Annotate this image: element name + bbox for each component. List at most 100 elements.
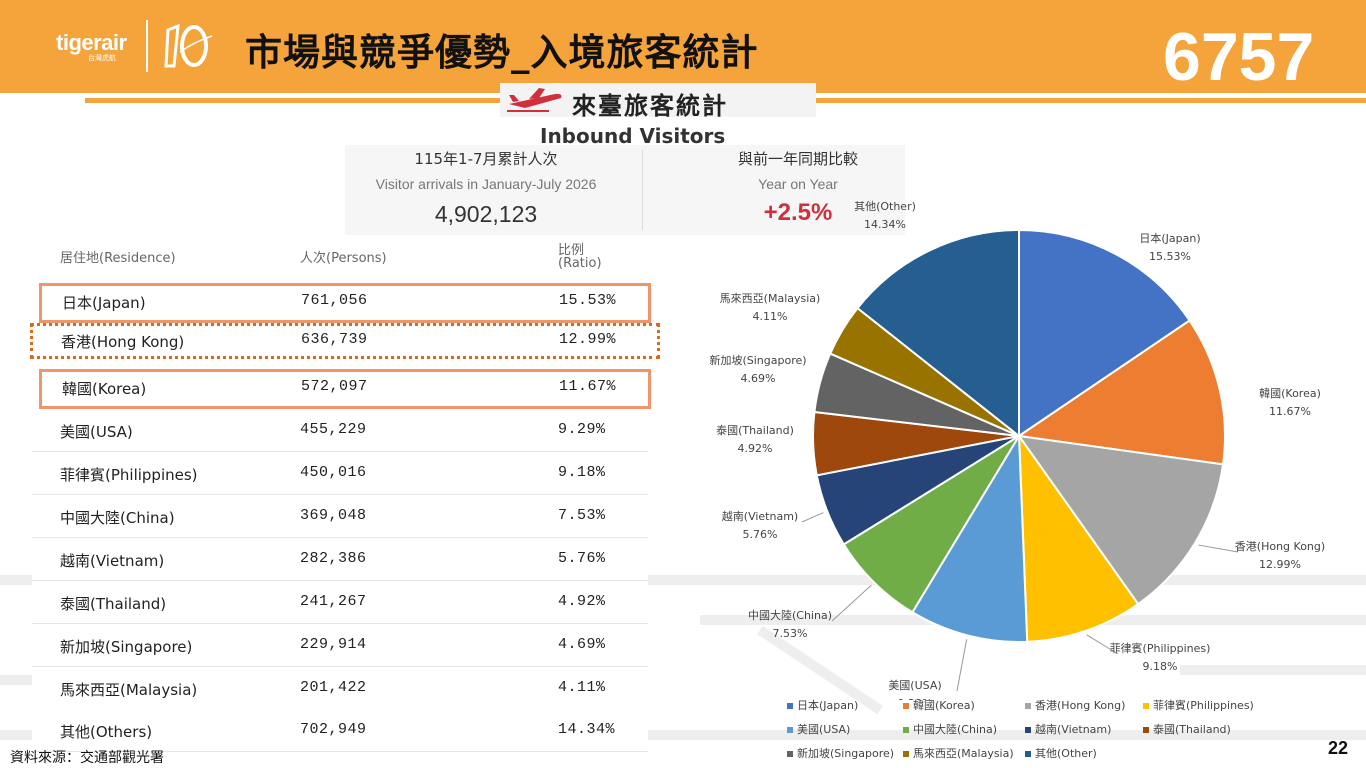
table-cell-residence: 泰國(Thailand) <box>60 595 167 613</box>
legend-item: 美國(USA) <box>787 721 850 737</box>
table-cell-persons: 282,386 <box>300 550 367 567</box>
table-row: 馬來西亞(Malaysia) 201,422 4.11% <box>32 667 648 710</box>
table-cell-ratio: 15.53% <box>559 292 617 309</box>
pie-label-name: 香港(Hong Kong) <box>1235 540 1325 553</box>
pie-slice <box>842 435 1020 614</box>
banner-subtitle: Inbound Visitors <box>540 124 726 148</box>
pie-label-value: 11.67% <box>1269 405 1311 418</box>
summary-divider <box>642 150 643 230</box>
pie-label-value: 12.99% <box>1259 558 1301 571</box>
legend-swatch <box>787 703 793 709</box>
legend-label: 其他(Other) <box>1035 747 1097 760</box>
pie-leader-line <box>1198 544 1239 553</box>
pie-label-name: 菲律賓(Philippines) <box>1110 641 1211 655</box>
table-cell-residence: 中國大陸(China) <box>60 509 175 527</box>
legend-label: 美國(USA) <box>797 723 851 736</box>
table-cell-ratio: 9.18% <box>558 464 606 481</box>
legend-item: 日本(Japan) <box>787 697 858 713</box>
legend-swatch <box>1025 751 1031 757</box>
table-row: 其他(Others) 702,949 14.34% <box>32 709 648 752</box>
pie-label-name: 新加坡(Singapore) <box>709 353 806 367</box>
table-cell-persons: 636,739 <box>301 331 368 348</box>
table-cell-residence: 菲律賓(Philippines) <box>60 466 198 484</box>
table-cell-persons: 572,097 <box>301 378 368 395</box>
table-cell-ratio: 5.76% <box>558 550 606 567</box>
pie-leader-line <box>800 366 816 381</box>
legend-item: 其他(Other) <box>1025 745 1097 761</box>
stock-code: 6757 <box>1163 19 1315 95</box>
legend-label: 越南(Vietnam) <box>1035 723 1112 736</box>
legend-label: 馬來西亞(Malaysia) <box>913 747 1014 760</box>
table-header-persons: 人次(Persons) <box>300 251 387 266</box>
table-cell-ratio: 4.92% <box>558 593 606 610</box>
pie-leader-line <box>831 584 872 622</box>
table-cell-residence: 日本(Japan) <box>62 294 146 312</box>
page-title: 市場與競爭優勢_入境旅客統計 <box>245 31 759 74</box>
pie-leader-line <box>801 512 824 523</box>
table-cell-persons: 450,016 <box>300 464 367 481</box>
pie-leader-line <box>1117 244 1128 250</box>
table-row: 日本(Japan) 761,056 15.53% <box>39 283 651 323</box>
tigerair-logo-subtext: 台灣虎航 <box>88 54 116 62</box>
pie-slice <box>856 228 1020 439</box>
table-cell-residence: 馬來西亞(Malaysia) <box>60 681 198 699</box>
table-cell-persons: 241,267 <box>300 593 367 610</box>
table-row: 香港(Hong Kong) 636,739 12.99% <box>30 323 660 359</box>
tigerair-logo: tigerair <box>56 30 127 55</box>
pie-label-value: 4.11% <box>753 310 788 323</box>
legend-label: 菲律賓(Philippines) <box>1153 699 1254 712</box>
banner-title: 來臺旅客統計 <box>572 92 728 120</box>
pie-label-name: 其他(Other) <box>854 200 916 213</box>
yoy-sublabel: Year on Year <box>758 176 838 192</box>
legend-label: 中國大陸(China) <box>913 723 998 736</box>
table-cell-ratio: 4.69% <box>558 636 606 653</box>
table-row: 菲律賓(Philippines) 450,016 9.18% <box>32 452 648 495</box>
legend-label: 日本(Japan) <box>797 699 859 712</box>
table-cell-persons: 229,914 <box>300 636 367 653</box>
legend-item: 馬來西亞(Malaysia) <box>903 745 1014 761</box>
pie-leader-line <box>927 212 928 247</box>
table-header-residence: 居住地(Residence) <box>60 251 176 266</box>
legend-label: 新加坡(Singapore) <box>797 747 895 760</box>
table-row: 泰國(Thailand) 241,267 4.92% <box>32 581 648 624</box>
pie-label-name: 美國(USA) <box>888 679 941 692</box>
page-number: 22 <box>1328 738 1349 758</box>
pie-label-value: 14.34% <box>864 218 906 231</box>
table-cell-ratio: 14.34% <box>558 721 616 738</box>
yoy-label: 與前一年同期比較 <box>737 150 858 168</box>
table-cell-residence: 香港(Hong Kong) <box>61 333 185 351</box>
table-cell-residence: 越南(Vietnam) <box>60 552 165 570</box>
table-cell-ratio: 9.29% <box>558 421 606 438</box>
legend-swatch <box>1143 703 1149 709</box>
logo-divider <box>146 20 148 72</box>
table-cell-persons: 702,949 <box>300 721 367 738</box>
pie-label-value: 7.53% <box>773 627 808 640</box>
anniversary-10-icon <box>164 23 213 68</box>
table-cell-residence: 美國(USA) <box>60 423 133 441</box>
legend-swatch <box>787 751 793 757</box>
pie-label-name: 日本(Japan) <box>1139 231 1200 245</box>
pie-label-name: 越南(Vietnam) <box>722 509 798 523</box>
pie-slice <box>1018 228 1191 438</box>
table-header-ratio: 比例 <box>558 243 585 258</box>
legend-swatch <box>903 703 909 709</box>
legend-item: 泰國(Thailand) <box>1143 721 1231 737</box>
table-cell-residence: 韓國(Korea) <box>62 380 147 398</box>
table-cell-residence: 其他(Others) <box>60 723 153 741</box>
legend-item: 菲律賓(Philippines) <box>1143 697 1254 713</box>
table-row: 中國大陸(China) 369,048 7.53% <box>32 495 648 538</box>
pie-slice <box>1016 319 1226 466</box>
yoy-value: +2.5% <box>763 199 833 226</box>
pie-leader-line <box>812 304 839 328</box>
pie-label-name: 韓國(Korea) <box>1259 387 1321 400</box>
legend-label: 香港(Hong Kong) <box>1035 699 1126 712</box>
table-header-ratio-en: (Ratio) <box>558 256 602 271</box>
pie-label-value: 4.92% <box>738 442 773 455</box>
legend-item: 韓國(Korea) <box>903 697 975 713</box>
cumulative-arrivals-value: 4,902,123 <box>434 201 538 227</box>
legend-label: 韓國(Korea) <box>913 699 975 712</box>
table-row: 越南(Vietnam) 282,386 5.76% <box>32 538 648 581</box>
pie-slice <box>1016 434 1225 606</box>
pie-leader-line <box>956 639 968 692</box>
legend-swatch <box>1025 727 1031 733</box>
